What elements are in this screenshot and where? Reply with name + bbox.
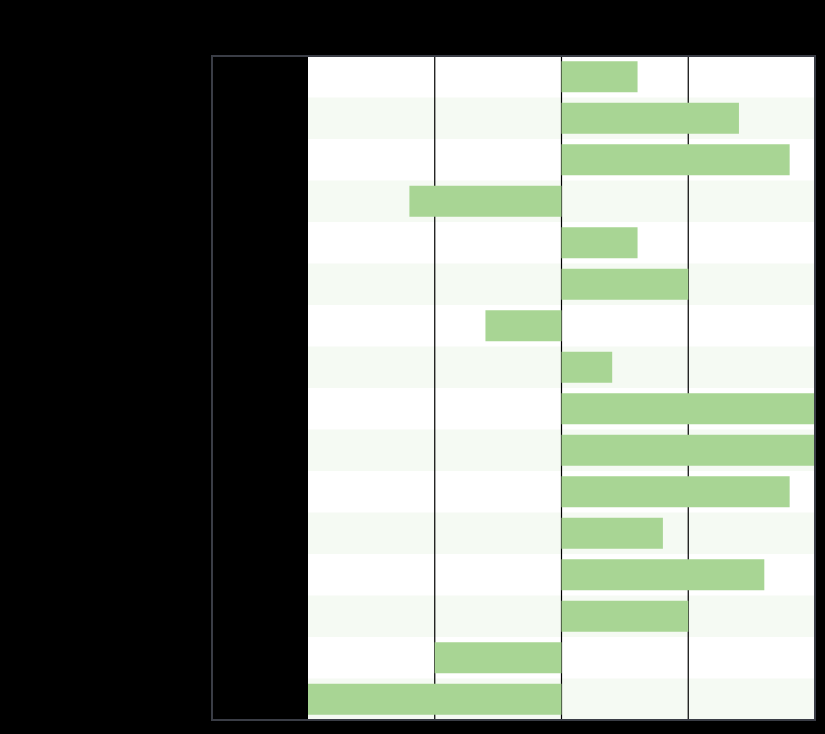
bar: [561, 144, 790, 176]
bar: [561, 559, 765, 591]
bar: [561, 102, 739, 134]
bar: [434, 642, 562, 674]
bar: [561, 476, 790, 508]
bar: [561, 517, 663, 549]
bar: [561, 227, 638, 259]
bar: [561, 268, 689, 300]
bar: [561, 434, 815, 466]
plot-frame: [211, 55, 816, 721]
bar: [308, 683, 562, 715]
bar: [561, 351, 613, 383]
bar: [561, 61, 638, 93]
bar: [561, 393, 815, 425]
bar: [409, 185, 562, 217]
bar: [561, 600, 689, 632]
bar: [485, 310, 562, 342]
category-label-area: [212, 56, 308, 720]
